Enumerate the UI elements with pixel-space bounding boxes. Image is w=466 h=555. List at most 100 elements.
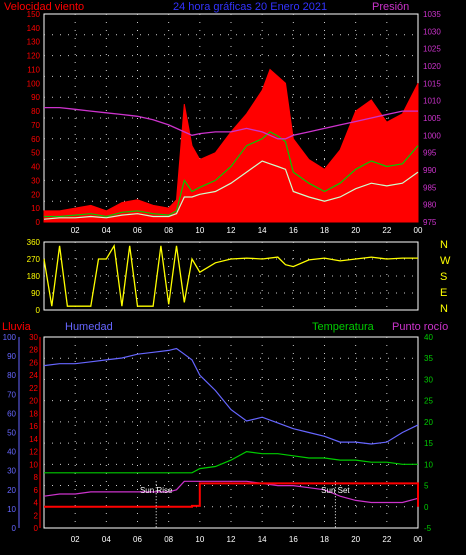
- dewpoint-title: Punto rocío: [392, 321, 448, 333]
- compass-label: W: [440, 255, 451, 267]
- compass-label: N: [440, 239, 448, 251]
- direction-tick-label: 0: [36, 306, 41, 315]
- pressure-tick-label: 980: [423, 201, 437, 210]
- rain-line: [44, 482, 419, 508]
- direction-tick-label: 270: [27, 255, 41, 264]
- pressure-line: [44, 106, 418, 140]
- pressure-tick-label: 1020: [423, 62, 441, 71]
- humidity-tick-label: 30: [7, 467, 16, 476]
- rain-tick-label: 8: [34, 473, 39, 482]
- x-tick-label: 22: [382, 535, 391, 544]
- humidity-title: Humedad: [65, 321, 113, 333]
- x-tick-label: 14: [258, 535, 267, 544]
- direction-tick-label: 180: [27, 272, 41, 281]
- rain-tick-label: 14: [29, 435, 38, 444]
- wind-tick-label: 80: [31, 107, 40, 116]
- rain-tick-label: 30: [29, 333, 38, 342]
- wind-tick-label: 140: [27, 24, 41, 33]
- x-tick-label: 16: [289, 226, 298, 235]
- temperature-tick-label: 30: [424, 375, 433, 384]
- rain-tick-label: 12: [29, 448, 38, 457]
- x-tick-label: 18: [320, 226, 329, 235]
- temperature-tick-label: 10: [424, 460, 433, 469]
- wind-gust-area: [43, 68, 419, 223]
- temperature-line: [44, 450, 418, 474]
- x-tick-label: 06: [133, 535, 142, 544]
- rain-tick-label: 0: [34, 524, 39, 533]
- temperature-tick-label: 25: [424, 397, 433, 406]
- temperature-tick-label: 15: [424, 439, 433, 448]
- sunset-label: Sun Set: [321, 486, 350, 495]
- humidity-tick-label: 90: [7, 352, 16, 361]
- average-wind-line: [44, 131, 419, 218]
- temperature-title: Temperatura: [312, 321, 375, 333]
- wind-tick-label: 0: [36, 218, 41, 227]
- rain-humidity-temp-panel: 0102030405060708090100024681012141618202…: [3, 333, 434, 544]
- rain-title: Lluvia: [2, 321, 32, 333]
- temperature-tick-label: -5: [424, 524, 432, 533]
- x-tick-label: 00: [414, 535, 423, 544]
- wind-speed-title: Velocidad viento: [4, 1, 84, 13]
- wind-speed-line: [43, 160, 419, 220]
- pressure-title: Presión: [372, 1, 409, 13]
- temperature-tick-label: 20: [424, 418, 433, 427]
- x-tick-label: 02: [71, 535, 80, 544]
- wind-tick-label: 90: [31, 93, 40, 102]
- humidity-tick-label: 0: [12, 524, 17, 533]
- temperature-tick-label: 0: [424, 503, 429, 512]
- x-tick-label: 04: [102, 535, 111, 544]
- x-tick-label: 22: [382, 226, 391, 235]
- wind-tick-label: 10: [31, 204, 40, 213]
- pressure-tick-label: 995: [423, 149, 437, 158]
- rain-tick-label: 6: [34, 486, 39, 495]
- x-tick-label: 16: [289, 535, 298, 544]
- humidity-tick-label: 40: [7, 448, 16, 457]
- wind-tick-label: 100: [27, 79, 41, 88]
- humidity-tick-label: 80: [7, 371, 16, 380]
- wind-tick-label: 40: [31, 163, 40, 172]
- pressure-tick-label: 975: [423, 218, 437, 227]
- x-tick-label: 04: [102, 226, 111, 235]
- x-tick-label: 18: [320, 535, 329, 544]
- wind-tick-label: 30: [31, 176, 40, 185]
- humidity-line: [43, 347, 419, 445]
- pressure-tick-label: 1030: [423, 27, 441, 36]
- x-tick-label: 14: [258, 226, 267, 235]
- temperature-tick-label: 40: [424, 333, 433, 342]
- compass-label: E: [440, 287, 447, 299]
- wind-pressure-panel: 0102030405060708090100110120130140150975…: [27, 10, 442, 235]
- humidity-tick-label: 100: [3, 333, 17, 342]
- x-tick-label: 20: [351, 535, 360, 544]
- compass-label: N: [440, 303, 448, 315]
- pressure-tick-label: 985: [423, 183, 437, 192]
- wind-direction-line: [43, 243, 418, 307]
- x-tick-label: 08: [164, 226, 173, 235]
- wind-tick-label: 150: [27, 10, 41, 19]
- dewpoint-line: [43, 480, 419, 504]
- wind-tick-label: 130: [27, 38, 41, 47]
- humidity-tick-label: 50: [7, 429, 16, 438]
- compass-label: S: [440, 271, 447, 283]
- wind-tick-label: 60: [31, 135, 40, 144]
- wind-tick-label: 70: [31, 121, 40, 130]
- pressure-tick-label: 1010: [423, 97, 441, 106]
- x-tick-label: 10: [195, 535, 204, 544]
- x-tick-label: 20: [351, 226, 360, 235]
- rain-tick-label: 28: [29, 346, 38, 355]
- rain-tick-label: 26: [29, 358, 38, 367]
- temperature-tick-label: 35: [424, 354, 433, 363]
- rain-tick-label: 16: [29, 422, 38, 431]
- rain-tick-label: 24: [29, 371, 38, 380]
- humidity-tick-label: 60: [7, 409, 16, 418]
- x-tick-label: 08: [164, 535, 173, 544]
- x-tick-label: 10: [195, 226, 204, 235]
- humidity-tick-label: 70: [7, 390, 16, 399]
- rain-tick-label: 4: [34, 499, 39, 508]
- pressure-tick-label: 1015: [423, 79, 441, 88]
- pressure-tick-label: 990: [423, 166, 437, 175]
- x-tick-label: 06: [133, 226, 142, 235]
- wind-tick-label: 50: [31, 149, 40, 158]
- rain-tick-label: 10: [29, 460, 38, 469]
